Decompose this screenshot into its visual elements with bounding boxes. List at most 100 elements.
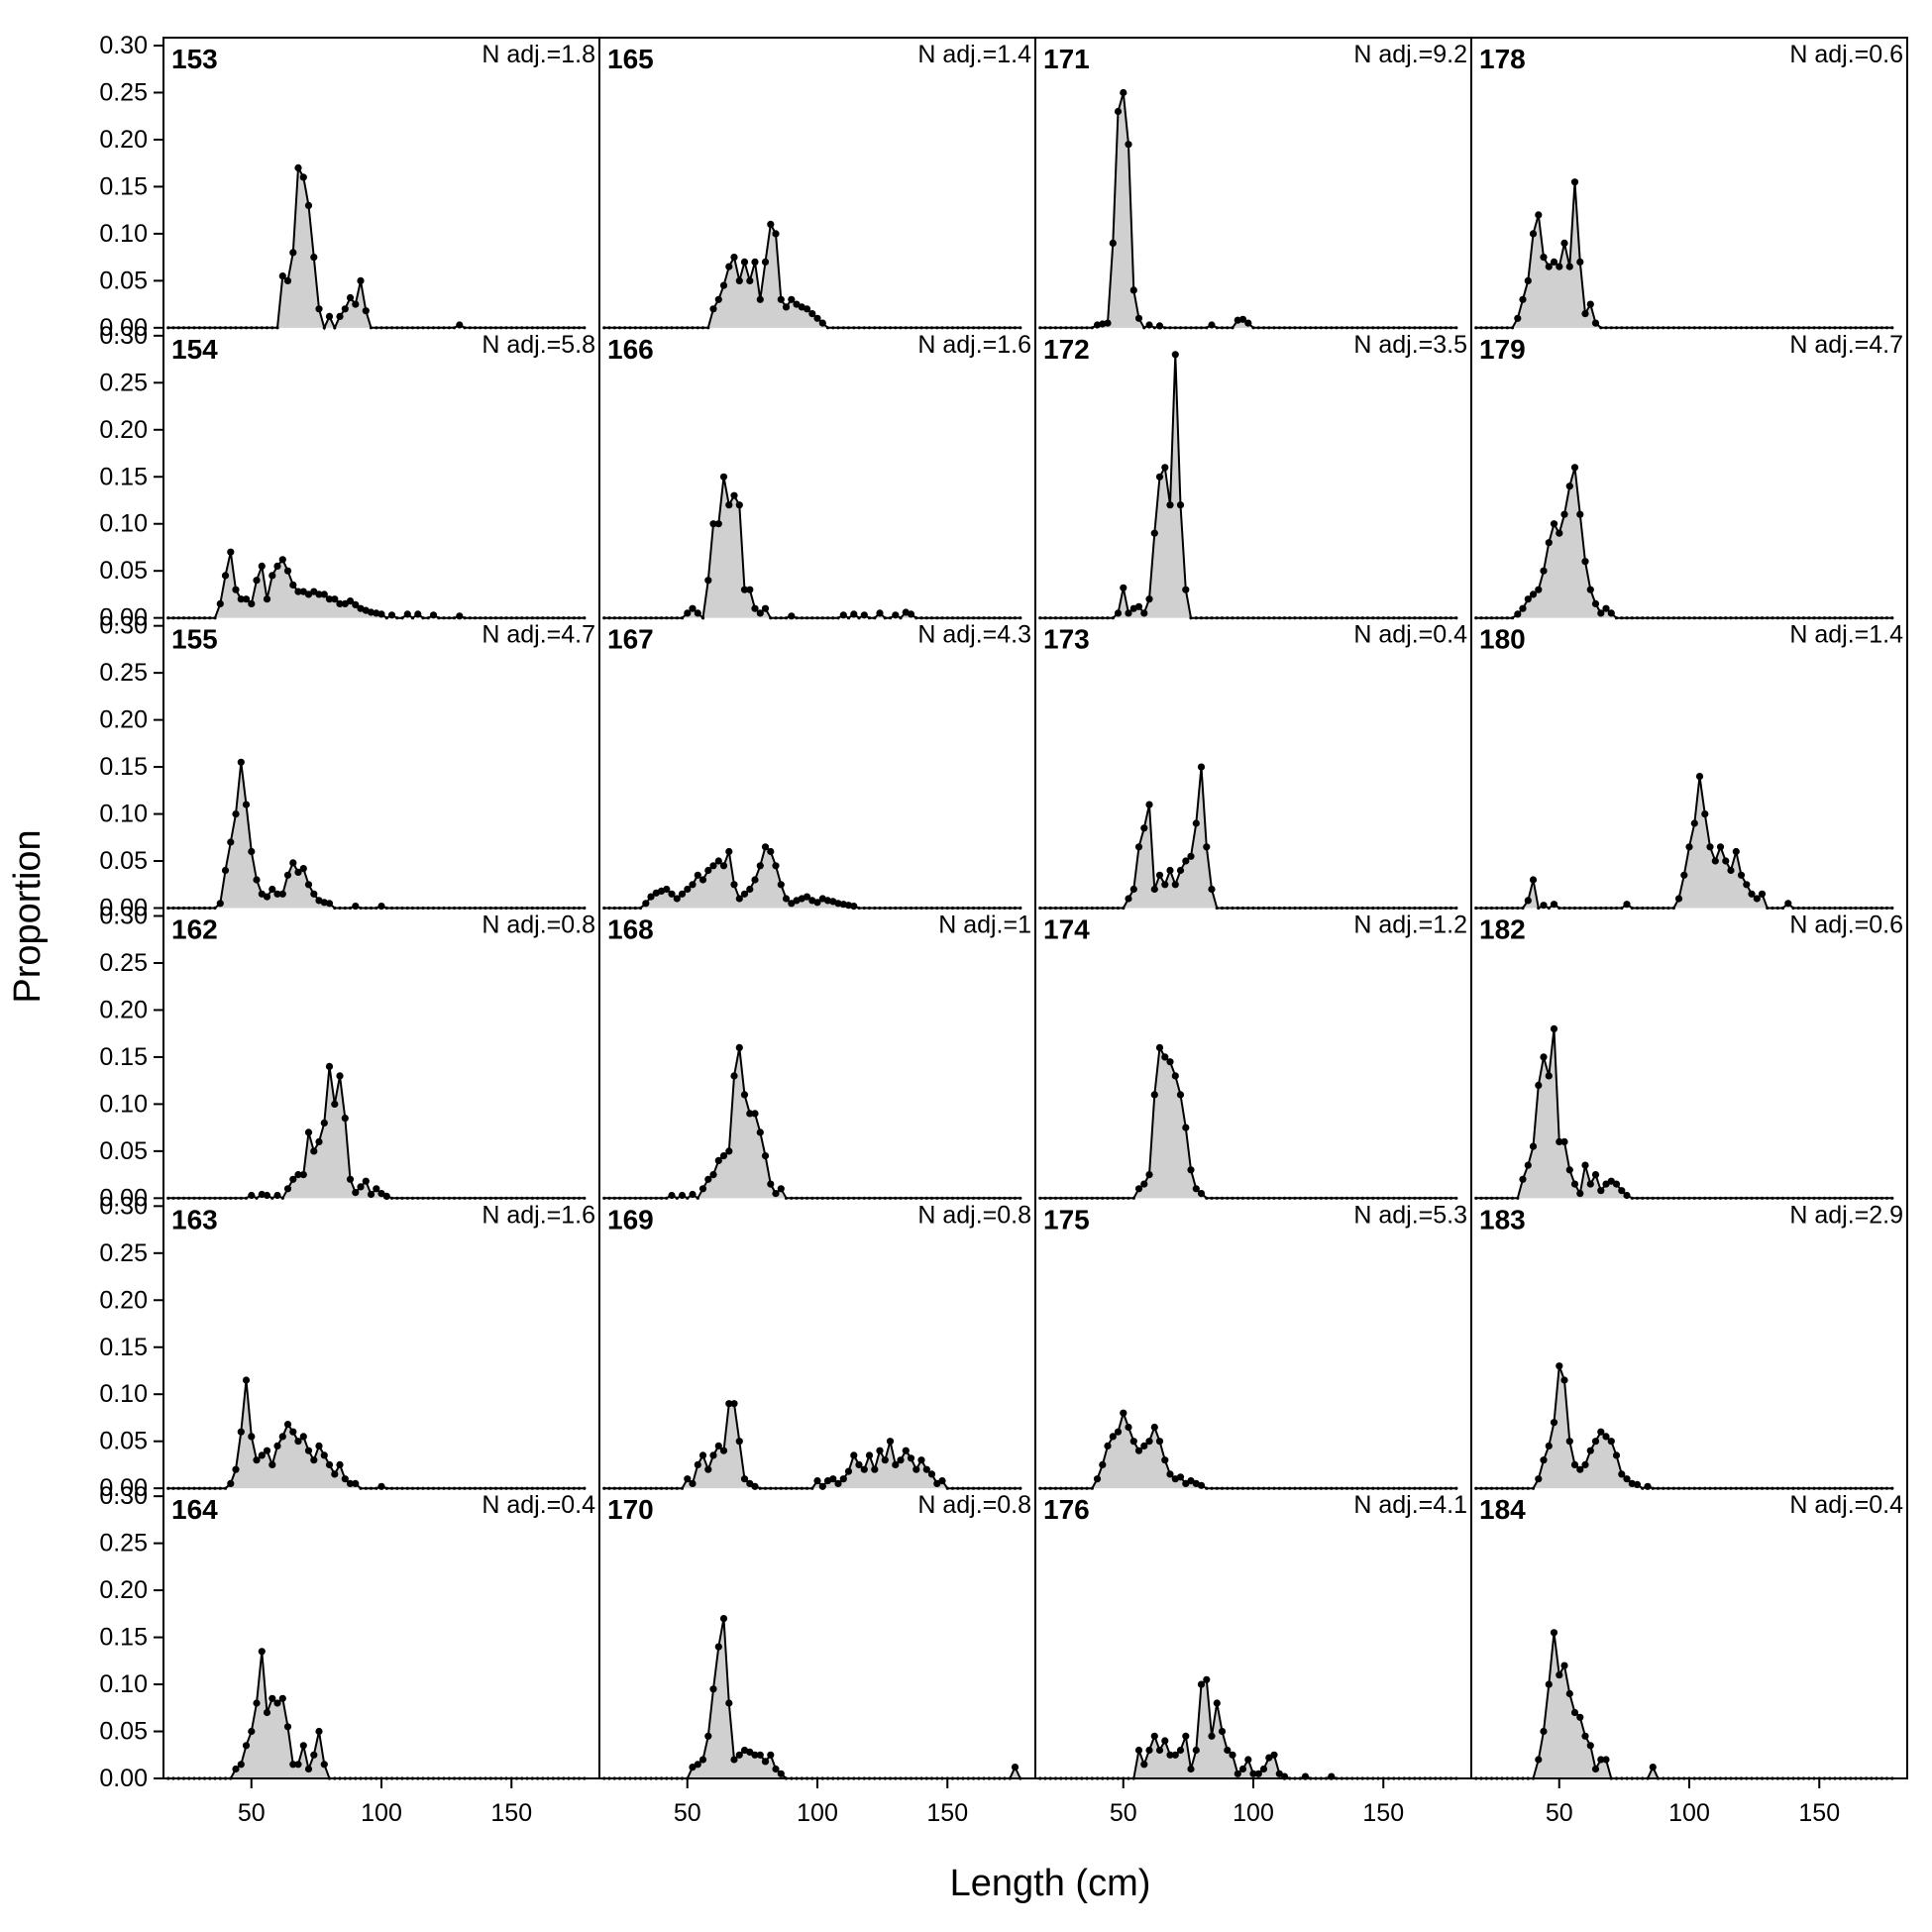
data-point <box>1013 906 1018 911</box>
data-point <box>1718 616 1723 620</box>
data-point <box>730 1400 738 1408</box>
data-point <box>1713 1196 1717 1200</box>
data-point <box>810 616 814 620</box>
data-point <box>638 616 643 620</box>
data-point <box>520 1486 524 1490</box>
data-point <box>1064 616 1068 620</box>
area-fill <box>167 1651 585 1778</box>
data-point <box>1449 1486 1453 1490</box>
data-point <box>1340 906 1343 911</box>
data-point <box>1168 326 1172 330</box>
data-point <box>1155 1043 1164 1051</box>
data-point <box>971 326 976 330</box>
data-point <box>1192 1185 1200 1193</box>
data-point <box>1155 871 1164 879</box>
data-point <box>1224 1746 1232 1755</box>
data-point <box>405 1486 409 1490</box>
x-axis: 50 100 150 50 100 150 50 100 150 50 100 150 <box>238 1778 1840 1827</box>
data-point <box>213 326 217 330</box>
data-point <box>171 1196 175 1200</box>
data-point <box>1729 1486 1733 1490</box>
data-point <box>369 906 374 911</box>
data-point <box>1365 906 1370 911</box>
data-point <box>315 1442 323 1449</box>
data-point <box>1303 616 1308 620</box>
data-point <box>1609 326 1613 330</box>
panel-166: 166 N adj.=1.6 <box>602 331 1031 620</box>
panel-id-label: 180 <box>1479 624 1526 655</box>
y-tick-label: 0.15 <box>99 753 148 781</box>
data-point <box>1106 616 1110 620</box>
data-point <box>187 616 191 620</box>
data-point <box>452 1196 457 1200</box>
data-point <box>1344 906 1349 911</box>
data-point <box>1166 1058 1174 1066</box>
data-point <box>860 611 868 619</box>
data-point <box>479 906 483 911</box>
data-point <box>982 326 986 330</box>
data-point <box>1739 326 1744 330</box>
data-point <box>1849 1486 1853 1490</box>
panel-id-label: 153 <box>171 44 218 74</box>
data-point <box>730 254 738 262</box>
data-point <box>1111 906 1115 911</box>
data-point <box>751 1751 759 1759</box>
data-point <box>577 906 582 911</box>
data-point <box>389 326 394 330</box>
data-point <box>1235 906 1239 911</box>
data-point <box>352 600 360 609</box>
data-point <box>873 1196 877 1200</box>
data-point <box>1529 230 1538 238</box>
data-point <box>1125 895 1132 903</box>
data-point <box>310 254 318 262</box>
data-point <box>1069 616 1073 620</box>
panel-id-label: 175 <box>1043 1204 1090 1234</box>
data-point <box>562 326 566 330</box>
data-point <box>1413 326 1417 330</box>
data-point <box>493 616 498 620</box>
data-point <box>1602 604 1610 612</box>
data-point <box>746 1110 754 1118</box>
data-point <box>1812 906 1816 911</box>
data-point <box>520 906 524 911</box>
data-point <box>1822 616 1827 620</box>
data-point <box>1550 1024 1558 1032</box>
data-point <box>1838 1486 1842 1490</box>
data-point <box>725 1400 733 1408</box>
data-point <box>857 906 861 911</box>
panel-182: 182 N adj.=0.6 <box>1474 912 1903 1200</box>
data-point <box>268 1460 276 1468</box>
data-point <box>1272 1196 1276 1200</box>
data-point <box>208 1196 212 1200</box>
data-point <box>1500 1486 1504 1490</box>
data-point <box>1155 1746 1164 1755</box>
data-point <box>1656 616 1661 620</box>
data-point <box>1474 326 1478 330</box>
data-point <box>1854 1196 1858 1200</box>
data-point <box>831 326 835 330</box>
data-point <box>1724 1196 1728 1200</box>
data-point <box>1505 616 1509 620</box>
data-point <box>535 1196 540 1200</box>
data-point <box>1155 1438 1164 1446</box>
data-point <box>998 1196 1002 1200</box>
data-point <box>499 906 503 911</box>
data-point <box>1423 326 1427 330</box>
y-tick-label: 0.15 <box>99 1043 148 1071</box>
data-point <box>1708 1486 1712 1490</box>
data-point <box>325 1460 334 1468</box>
data-point <box>1724 326 1728 330</box>
data-point <box>1288 616 1292 620</box>
data-point <box>197 326 201 330</box>
data-point <box>1335 1196 1339 1200</box>
data-point <box>740 258 749 266</box>
data-point <box>1630 906 1634 911</box>
data-point <box>1505 1486 1509 1490</box>
data-point <box>1270 1751 1278 1759</box>
data-point <box>873 326 877 330</box>
data-point <box>607 1486 611 1490</box>
data-point <box>488 906 492 911</box>
panel-id-label: 168 <box>607 914 654 945</box>
data-point <box>638 1486 643 1490</box>
data-point <box>1760 616 1765 620</box>
